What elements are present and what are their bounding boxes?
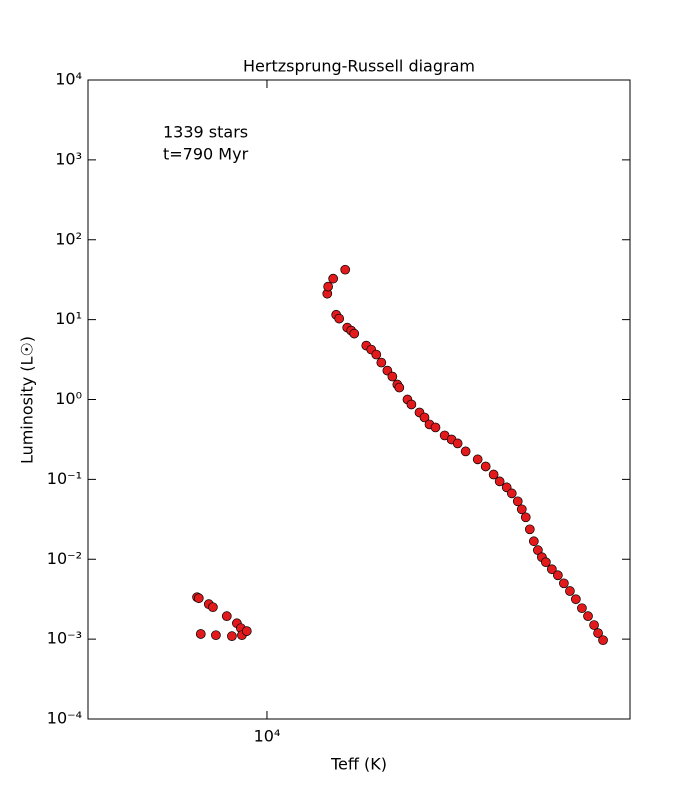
star-point (376, 357, 387, 368)
star-point (512, 496, 523, 507)
star-point (460, 446, 471, 457)
star-point (553, 570, 563, 581)
annotation: 1339 stars (163, 123, 248, 142)
star-point (221, 611, 232, 621)
star-point (546, 564, 557, 575)
star-point (340, 264, 351, 275)
y-tick-label: 10⁴ (55, 70, 82, 89)
y-tick-label: 10⁻² (47, 549, 82, 568)
star-point (371, 349, 382, 360)
star-point (394, 382, 405, 393)
star-point (488, 469, 499, 480)
y-tick-label: 10⁻³ (47, 629, 82, 648)
x-axis-label: Teff (K) (330, 755, 387, 774)
y-tick-label: 10¹ (55, 309, 82, 328)
star-point (406, 399, 417, 410)
star-point (211, 630, 221, 641)
star-point (208, 602, 218, 613)
star-point (323, 281, 333, 292)
y-tick-label: 10² (55, 229, 82, 248)
star-point (227, 631, 237, 641)
annotation: t=790 Myr (163, 145, 249, 164)
star-point (593, 628, 603, 638)
star-point (334, 313, 345, 324)
star-point (520, 512, 531, 523)
star-point (524, 524, 535, 535)
star-point (589, 620, 599, 630)
star-point (565, 586, 575, 596)
star-point (452, 438, 463, 449)
chart-title: Hertzsprung-Russell diagram (243, 57, 475, 76)
star-point (472, 454, 483, 465)
star-point (494, 476, 505, 487)
star-point (241, 626, 252, 636)
plot-frame (87, 79, 631, 720)
star-point (571, 594, 581, 605)
y-axis-label: Luminosity (L☉) (18, 336, 37, 464)
y-tick-label: 10⁰ (55, 389, 82, 408)
y-tick-label: 10⁻⁴ (47, 709, 82, 728)
star-point (387, 371, 398, 382)
star-point (349, 328, 360, 339)
star-point (528, 536, 539, 547)
x-tick-label: 10⁴ (254, 727, 281, 746)
star-point (430, 422, 441, 433)
star-point (480, 461, 491, 472)
star-point (577, 603, 587, 614)
star-point (541, 557, 551, 568)
star-point (516, 504, 527, 515)
y-tick-label: 10³ (55, 149, 82, 168)
star-point (328, 273, 339, 284)
star-point (193, 593, 204, 604)
star-point (583, 611, 593, 621)
star-point (506, 488, 517, 499)
star-point (419, 412, 430, 423)
y-tick-label: 10⁻¹ (47, 469, 82, 488)
star-point (195, 629, 206, 639)
star-point (598, 635, 608, 646)
star-point (559, 578, 569, 589)
